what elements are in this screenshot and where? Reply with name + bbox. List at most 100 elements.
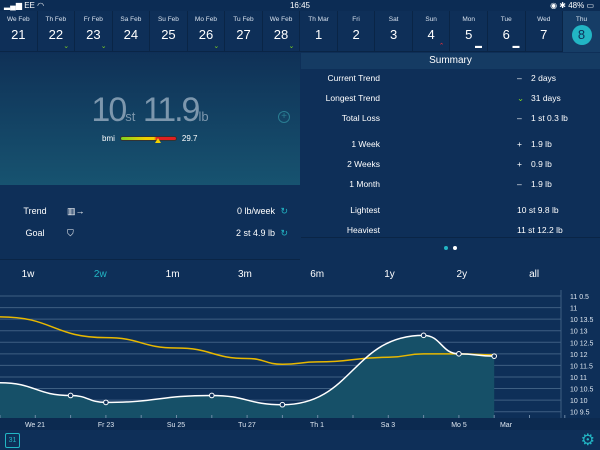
y-tick-label: 10 10.5	[570, 387, 593, 394]
goal-row[interactable]: Goal ⛉ 2 st 4.9 lb ↻	[25, 228, 288, 238]
summary-key: Current Trend	[327, 73, 380, 83]
date-day: 8	[571, 25, 592, 45]
date-cell[interactable]: Sun 4 ⌃	[413, 11, 451, 52]
date-day: 25	[161, 27, 176, 42]
trend-sign: –	[517, 113, 522, 123]
date-weekday: Su Feb	[157, 16, 179, 23]
weight-point[interactable]	[491, 353, 498, 359]
date-weekday: Tu Feb	[233, 16, 254, 23]
page-dot-2[interactable]	[453, 246, 457, 250]
summary-key: Total Loss	[341, 113, 380, 123]
down-arrow-icon: ⌄	[213, 43, 220, 50]
date-weekday: Fr Feb	[83, 16, 103, 23]
weight-icon: ⛉	[67, 228, 74, 238]
summary-value: 1.9 lb	[531, 179, 552, 189]
date-cell[interactable]: Thu 8	[563, 11, 600, 52]
weight-point[interactable]	[67, 392, 74, 399]
date-weekday: Mon	[462, 16, 476, 23]
refresh-icon[interactable]: ↻	[280, 206, 288, 216]
x-tick-label: Tu 27	[238, 422, 256, 429]
date-cell[interactable]: Th Feb 22 ⌄	[38, 11, 76, 52]
weight-point[interactable]	[420, 332, 427, 339]
date-weekday: Tue	[500, 16, 512, 23]
calendar-icon[interactable]: 31	[5, 433, 20, 448]
refresh-icon[interactable]: ↻	[280, 228, 288, 238]
weight-chart: 11 0.5 11 10 13.5 10 13 10 12.5 10 12 10 11.5 1…	[0, 285, 600, 430]
y-tick-label: 10 12	[570, 352, 588, 359]
trend-sign: –	[517, 73, 522, 83]
date-weekday: We Feb	[6, 16, 30, 23]
trend-line	[0, 316, 495, 365]
date-cell[interactable]: We Feb 28 ⌄	[263, 11, 301, 52]
summary-value: 2 days	[531, 73, 557, 83]
date-day: 26	[198, 27, 214, 42]
date-cell[interactable]: Su Feb 25	[150, 11, 188, 52]
date-cell[interactable]: We Feb 21	[0, 11, 38, 52]
y-tick-label: 10 13.5	[570, 317, 593, 324]
date-cell[interactable]: Mon 5 ▬	[450, 11, 488, 52]
down-arrow-icon: ⌄	[63, 43, 70, 50]
date-day: 3	[390, 27, 398, 42]
x-tick-label: Mo 5	[451, 422, 467, 429]
y-tick-label: 10 9.5	[570, 410, 590, 417]
date-day: 23	[86, 27, 101, 42]
summary-value: 1 st 0.3 lb	[531, 113, 568, 123]
x-tick-label: Fr 23	[98, 422, 114, 429]
down-arrow-icon: ⌄	[100, 43, 107, 50]
date-cell[interactable]: Sat 3	[375, 11, 413, 52]
date-day: 4	[427, 27, 435, 42]
range-tab-all[interactable]: all	[529, 269, 540, 280]
trend-sign: ⌄	[517, 93, 525, 103]
range-tab-2y[interactable]: 2y	[456, 269, 468, 280]
down-arrow-icon: ⌄	[288, 43, 295, 50]
range-tab-1w[interactable]: 1w	[21, 269, 35, 280]
date-weekday: Sat	[388, 16, 399, 23]
page-dot-1[interactable]	[444, 246, 448, 250]
date-weekday: Th Feb	[45, 16, 67, 23]
range-tab-2w[interactable]: 2w	[93, 269, 107, 280]
up-arrow-icon: ⌃	[438, 43, 445, 50]
date-cell[interactable]: Wed 7	[525, 11, 564, 52]
weight-point[interactable]	[279, 401, 286, 408]
date-cell[interactable]: Th Mar 1	[300, 11, 338, 52]
date-day: 7	[540, 27, 548, 42]
weight-point[interactable]	[103, 399, 109, 406]
summary-row: Lightest 10 st 9.8 lb	[301, 205, 600, 217]
date-cell[interactable]: Mo Feb 26 ⌄	[188, 11, 226, 52]
weight-point[interactable]	[209, 392, 215, 399]
settings-icon[interactable]: ⚙	[580, 432, 595, 449]
range-tab-1y[interactable]: 1y	[384, 269, 395, 280]
summary-value: 11 st 12.2 lb	[517, 225, 563, 235]
trend-icon: ▥→	[67, 206, 85, 216]
date-cell[interactable]: Fr Feb 23 ⌄	[75, 11, 113, 52]
summary-key: Heaviest	[346, 225, 380, 235]
trend-sign: –	[517, 179, 522, 189]
date-weekday: Wed	[537, 16, 551, 23]
summary-row: Total Loss –1 st 0.3 lb	[301, 113, 600, 125]
date-cell[interactable]: Tu Feb 27	[225, 11, 263, 52]
date-cell[interactable]: Sa Feb 24	[113, 11, 151, 52]
bmi-indicator: bmi 29.7	[102, 134, 197, 143]
weight-point[interactable]	[456, 351, 462, 357]
range-tab-1m[interactable]: 1m	[165, 269, 180, 280]
date-day: 22	[48, 27, 64, 42]
summary-panel: Summary Current Trend –2 days Longest Tren…	[301, 53, 600, 260]
range-tab-3m[interactable]: 3m	[237, 269, 252, 280]
bmi-value: 29.7	[181, 134, 198, 143]
summary-row: Heaviest 11 st 12.2 lb	[301, 225, 600, 237]
y-tick-label: 11 0.5	[570, 294, 589, 301]
trend-row[interactable]: Trend ▥→ 0 lb/week ↻	[23, 206, 288, 216]
divider	[301, 237, 600, 238]
date-cell[interactable]: Tue 6 ▬	[488, 11, 526, 52]
summary-row: Longest Trend ⌄ 31 days	[301, 93, 600, 105]
summary-row: 2 Weeks +0.9 lb	[301, 159, 600, 171]
range-tab-6m[interactable]: 6m	[310, 269, 325, 280]
summary-key: Longest Trend	[325, 93, 380, 103]
summary-value: 1.9 lb	[531, 139, 552, 149]
carrier: ▂▄▆ EE ◠	[4, 1, 45, 10]
add-weight-button[interactable]: +	[278, 111, 290, 123]
bmi-bar	[119, 136, 177, 143]
date-day: 2	[352, 27, 360, 42]
date-cell[interactable]: Fri 2	[338, 11, 376, 52]
flat-icon: ▬	[512, 43, 520, 50]
